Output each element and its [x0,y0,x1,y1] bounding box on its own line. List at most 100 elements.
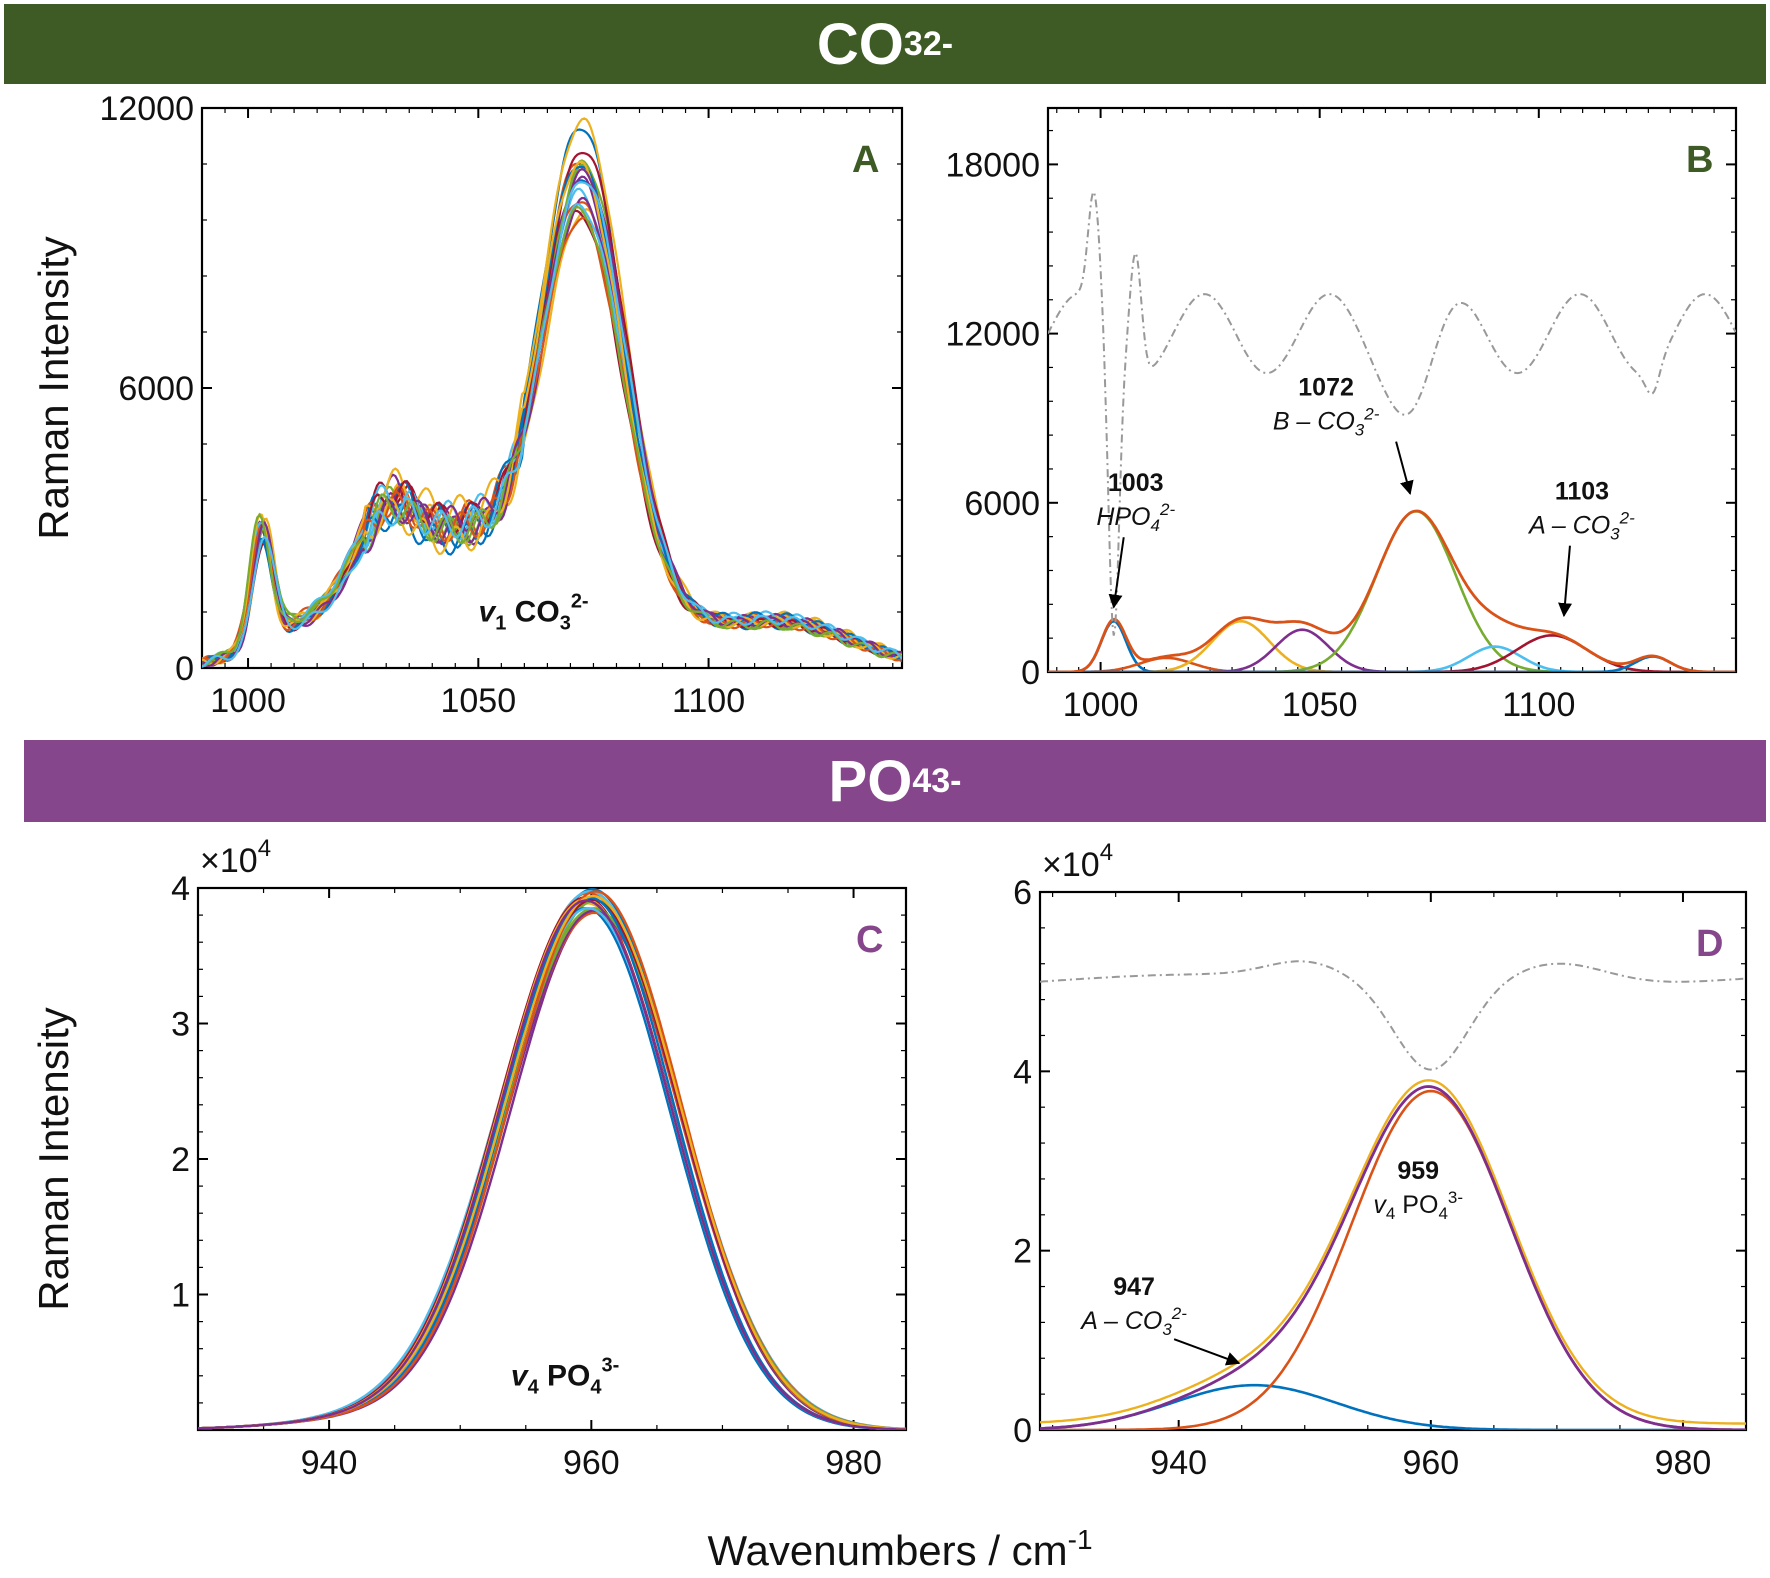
spectrum-line-c [198,897,906,1430]
annotation-label-sub: 3 [1355,421,1365,440]
banner-co3: CO 3 2- [4,4,1766,84]
x-tick-label-d-0: 940 [1150,1444,1207,1482]
inner-label-sub: 4 [590,1376,602,1398]
banner-co3-base: CO [816,11,904,77]
spectrum-line-a [202,181,902,668]
annotation-value-959: 959 [1397,1157,1439,1185]
y-tick-label-a-2: 12000 [99,90,194,128]
series-group-d [1040,960,1746,1430]
annotation-label-base: A – CO [1527,512,1610,540]
y-tick-label-d-1: 2 [1013,1233,1032,1271]
inner-label-sup: 2- [571,590,589,612]
multiplier-sup: 4 [258,835,271,862]
annotation-label-sup: 2- [1159,500,1175,519]
annotation-label-sub: 4 [1151,516,1160,535]
banner-po4-base: PO [828,748,913,814]
annotation-label-sup: 2- [1619,509,1635,528]
annotation-arrow-1072 [1395,441,1414,495]
component-1072 [1048,509,1736,672]
inner-label-sup: 3- [602,1354,620,1376]
spectrum-line-a [202,128,902,666]
y-tick-label-c-1: 2 [171,1141,190,1179]
inner-label-a: v1 CO32- [479,590,589,634]
inner-label-prefix: v [479,595,498,628]
annotation-label-1103: A – CO32- [1527,509,1635,544]
annotation-label-947: A – CO32- [1079,1304,1187,1339]
fit-alt-d [1040,1079,1746,1425]
x-tick-label-a-0: 1000 [210,682,286,720]
panel-label-d: D [1696,923,1723,965]
y-tick-label-c-3: 4 [171,870,190,908]
spectrum-line-c [198,899,906,1430]
spectrum-line-c [198,899,906,1430]
annotation-label-sub: 3 [1162,1320,1172,1339]
annotation-arrow-1103 [1558,545,1572,618]
y-multiplier-d: ×104 [1042,839,1113,884]
plot-frame-c [196,886,908,1432]
residual-b [1048,190,1736,636]
annotation-arrow-947 [1173,1338,1241,1366]
y-axis-label-c: Raman Intensity [30,1007,77,1310]
inner-label-sub: 3 [560,612,571,634]
x-tick-label-a-1: 1050 [440,682,516,720]
annotation-label-sup: 2- [1171,1304,1187,1323]
y-tick-label-d-3: 6 [1013,874,1032,912]
y-axis-label-a: Raman Intensity [30,236,77,539]
multiplier-base: ×10 [1042,846,1100,884]
annotation-label-sup: 3- [1448,1188,1463,1207]
spectrum-line-a [202,117,902,664]
annotation-label-base: B – CO [1273,408,1355,436]
x-tick-label-d-1: 960 [1402,1444,1459,1482]
multiplier-base: ×10 [200,842,258,880]
annotation-label-base: v [1373,1191,1387,1219]
inner-label-prefix-sub: 1 [495,612,506,634]
inner-label-prefix-sub: 4 [528,1376,540,1398]
component-947 [1040,1383,1746,1430]
y-tick-label-b-3: 18000 [945,146,1040,184]
series-group-b [1048,190,1736,672]
annotation-arrow-1003 [1108,537,1125,609]
x-tick-label-c-1: 960 [563,1444,620,1482]
component-959 [1040,1089,1746,1430]
spectrum-line-c [198,896,906,1430]
annotation-value-1003: 1003 [1108,469,1164,497]
y-tick-label-b-2: 12000 [945,316,1040,354]
x-tick-label-c-0: 940 [301,1444,358,1482]
panel-a: 1000 1050 1100 0 6000 12000 A Raman Intensity v1… [30,90,904,720]
residual-d [1040,960,1746,1071]
inner-label-prefix: v [511,1359,530,1392]
multiplier-sup: 4 [1100,839,1113,866]
inner-label-base: PO [539,1359,591,1392]
annotation-label-sub: 3 [1610,525,1620,544]
spectrum-line-c [198,909,906,1430]
spectrum-line-c [198,908,906,1430]
panel-label-a: A [852,139,879,181]
spectrum-line-c [198,911,906,1430]
spectrum-line-c [198,907,906,1430]
y-tick-label-a-1: 6000 [118,370,194,408]
annotation-label-base: HPO [1096,503,1150,531]
spectrum-line-c [198,906,906,1430]
spectrum-line-a [202,167,902,668]
panel-label-b: B [1686,139,1713,181]
annotation-label-sub: 4 [1438,1204,1447,1223]
annotation-label-mid: PO [1395,1191,1438,1219]
annotation-label-sup: 2- [1363,405,1379,424]
banner-po4: PO 4 3- [24,740,1766,822]
annotation-label-mid-sub: 4 [1386,1204,1395,1223]
spectrum-line-c [198,906,906,1430]
plot-frame-a [200,106,904,670]
y-tick-label-a-0: 0 [175,650,194,688]
component-1103 [1048,634,1736,672]
y-tick-label-b-1: 6000 [964,485,1040,523]
x-tick-label-d-2: 980 [1655,1444,1712,1482]
x-tick-label-a-2: 1100 [672,682,745,720]
x-tick-label-c-2: 980 [825,1444,882,1482]
annotation-label-base: A – CO [1079,1307,1162,1335]
series-group-c [198,888,906,1430]
y-tick-label-d-2: 4 [1013,1053,1032,1091]
x-tick-label-b-2: 1100 [1502,686,1575,724]
annotation-value-1072: 1072 [1298,374,1354,402]
